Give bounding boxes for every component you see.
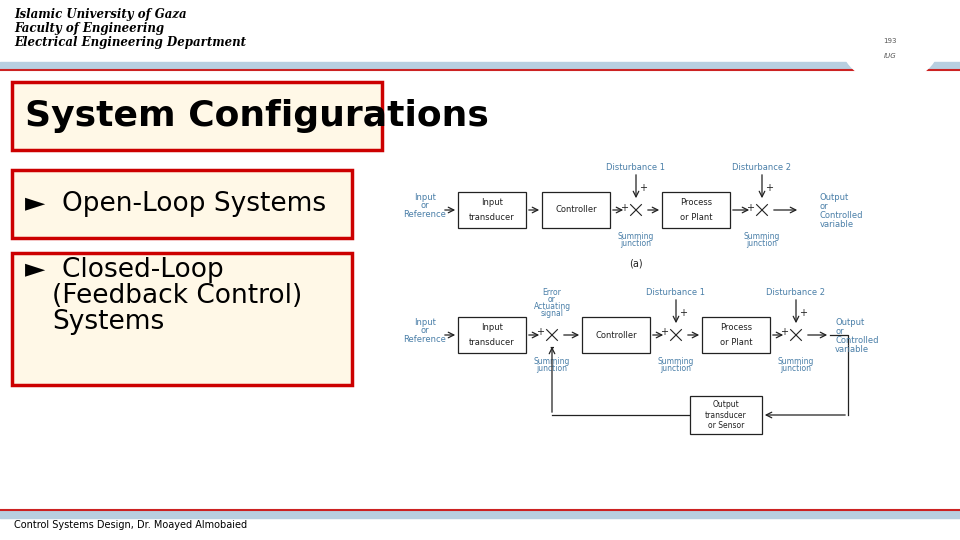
Text: Process: Process xyxy=(720,323,752,332)
Text: Input: Input xyxy=(414,193,436,202)
Circle shape xyxy=(753,201,771,219)
Text: Disturbance 2: Disturbance 2 xyxy=(732,163,791,172)
FancyBboxPatch shape xyxy=(582,317,650,353)
Text: Controlled: Controlled xyxy=(835,336,878,345)
Text: Controlled: Controlled xyxy=(820,211,863,220)
Text: Reference: Reference xyxy=(403,335,446,344)
Text: or: or xyxy=(420,201,429,210)
Text: variable: variable xyxy=(835,345,869,354)
FancyBboxPatch shape xyxy=(702,317,770,353)
Text: IUG: IUG xyxy=(884,53,897,59)
FancyBboxPatch shape xyxy=(12,82,382,150)
Text: +: + xyxy=(620,203,628,213)
Text: Disturbance 2: Disturbance 2 xyxy=(766,288,826,297)
Text: +: + xyxy=(780,327,788,337)
Text: transducer: transducer xyxy=(469,338,515,347)
Text: transducer: transducer xyxy=(706,410,747,420)
Text: junction: junction xyxy=(620,239,652,248)
FancyBboxPatch shape xyxy=(12,253,352,385)
Text: Output: Output xyxy=(835,318,864,327)
Text: Output: Output xyxy=(712,400,739,409)
Text: Control Systems Design, Dr. Moayed Almobaied: Control Systems Design, Dr. Moayed Almob… xyxy=(14,520,247,530)
Text: +: + xyxy=(765,183,773,193)
Text: Output: Output xyxy=(820,193,850,202)
Text: (a): (a) xyxy=(629,258,643,268)
Text: +: + xyxy=(660,327,668,337)
Text: +: + xyxy=(639,183,647,193)
Text: Disturbance 1: Disturbance 1 xyxy=(646,288,706,297)
Text: or Plant: or Plant xyxy=(680,213,712,222)
Text: Input: Input xyxy=(481,323,503,332)
Circle shape xyxy=(787,326,805,344)
Circle shape xyxy=(627,201,645,219)
Text: junction: junction xyxy=(780,364,811,373)
Circle shape xyxy=(667,326,685,344)
FancyBboxPatch shape xyxy=(12,170,352,238)
Text: Input: Input xyxy=(414,318,436,327)
Text: or Sensor: or Sensor xyxy=(708,421,744,430)
Text: Faculty of Engineering: Faculty of Engineering xyxy=(14,22,164,35)
Text: Summing: Summing xyxy=(534,357,570,366)
Text: Summing: Summing xyxy=(778,357,814,366)
Text: 193: 193 xyxy=(883,38,898,44)
Text: +: + xyxy=(536,327,544,337)
Text: or: or xyxy=(548,295,556,304)
Text: (Feedback Control): (Feedback Control) xyxy=(52,283,302,309)
Text: Controller: Controller xyxy=(595,330,636,340)
FancyBboxPatch shape xyxy=(690,396,762,434)
Text: +: + xyxy=(799,308,807,318)
Text: or: or xyxy=(420,326,429,335)
Text: or: or xyxy=(820,202,828,211)
Text: Summing: Summing xyxy=(744,232,780,241)
Text: Summing: Summing xyxy=(618,232,654,241)
Text: Input: Input xyxy=(481,198,503,207)
Text: Disturbance 1: Disturbance 1 xyxy=(607,163,665,172)
Text: junction: junction xyxy=(537,364,567,373)
Text: Summing: Summing xyxy=(658,357,694,366)
FancyBboxPatch shape xyxy=(458,317,526,353)
Text: -: - xyxy=(550,343,554,353)
FancyBboxPatch shape xyxy=(662,192,730,228)
Text: ►  Closed-Loop: ► Closed-Loop xyxy=(25,257,224,283)
Text: Controller: Controller xyxy=(555,206,597,214)
Text: signal: signal xyxy=(540,309,564,318)
Text: ►  Open-Loop Systems: ► Open-Loop Systems xyxy=(25,191,326,217)
Text: or Plant: or Plant xyxy=(720,338,753,347)
Text: +: + xyxy=(679,308,687,318)
Text: Islamic University of Gaza: Islamic University of Gaza xyxy=(14,8,186,21)
FancyBboxPatch shape xyxy=(458,192,526,228)
Text: Actuating: Actuating xyxy=(534,302,570,311)
Circle shape xyxy=(842,7,939,82)
Text: Error: Error xyxy=(542,288,562,297)
Text: Reference: Reference xyxy=(403,210,446,219)
Text: variable: variable xyxy=(820,220,854,229)
Text: System Configurations: System Configurations xyxy=(25,99,489,133)
Circle shape xyxy=(543,326,561,344)
Text: junction: junction xyxy=(660,364,691,373)
Text: Electrical Engineering Department: Electrical Engineering Department xyxy=(14,36,246,49)
Text: Systems: Systems xyxy=(52,309,164,335)
Text: or: or xyxy=(835,327,844,336)
Text: +: + xyxy=(746,203,754,213)
FancyBboxPatch shape xyxy=(542,192,610,228)
Text: transducer: transducer xyxy=(469,213,515,222)
Text: Process: Process xyxy=(680,198,712,207)
Text: junction: junction xyxy=(747,239,778,248)
